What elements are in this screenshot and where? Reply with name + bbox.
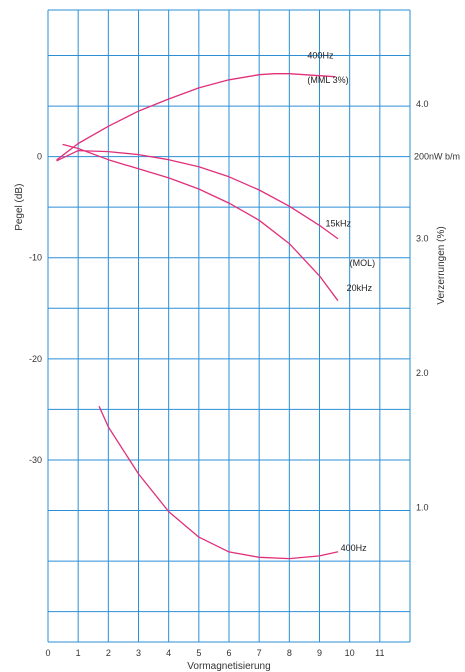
right-y-tick-label: 1.0 [416, 503, 429, 513]
x-tick-label: 8 [287, 648, 292, 658]
x-tick-label: 9 [317, 648, 322, 658]
x-tick-label: 6 [226, 648, 231, 658]
annotation-mol: (MOL) [350, 258, 376, 268]
x-tick-label: 3 [136, 648, 141, 658]
labels: 0 1 2 3 4 5 6 7 8 9 10 11 0 -10 -20 -30 1.0 2.0 3.0 4.0 200n… [14, 51, 460, 672]
x-tick-label: 11 [375, 648, 384, 658]
left-y-tick-label: -10 [29, 253, 42, 263]
x-tick-label: 7 [257, 648, 262, 658]
x-tick-label: 10 [345, 648, 355, 658]
right-y-tick-label: 4.0 [416, 99, 429, 109]
annotation-15khz: 15kHz [326, 218, 352, 228]
series-line-1 [56, 73, 336, 161]
x-tick-label: 0 [45, 648, 50, 658]
series-line-4 [98, 406, 339, 560]
curves [56, 73, 339, 560]
right-y-tick-label: 3.0 [416, 234, 429, 244]
x-tick-label: 4 [166, 648, 171, 658]
reference-level-label: 200nW b/m [414, 152, 460, 162]
x-axis-title: Vormagnetisierung [187, 661, 270, 672]
series-line-2 [56, 149, 339, 240]
grid [47, 9, 411, 643]
annotation-400hz-distortion: 400Hz [341, 543, 368, 553]
x-tick-label: 2 [106, 648, 111, 658]
left-y-tick-label: 0 [37, 152, 42, 162]
right-y-tick-label: 2.0 [416, 368, 429, 378]
annotation-mml: (MML 3%) [307, 75, 348, 85]
left-y-tick-label: -20 [29, 354, 42, 364]
annotation-400hz: 400Hz [307, 51, 334, 61]
x-tick-label: 5 [196, 648, 201, 658]
annotation-20khz: 20kHz [347, 283, 373, 293]
right-y-axis-title: Verzerrungen (%) [436, 226, 447, 304]
left-y-tick-label: -30 [29, 455, 42, 465]
left-y-axis-title: Pegel (dB) [14, 184, 25, 231]
x-tick-label: 1 [76, 648, 81, 658]
series-line-3 [62, 143, 339, 301]
